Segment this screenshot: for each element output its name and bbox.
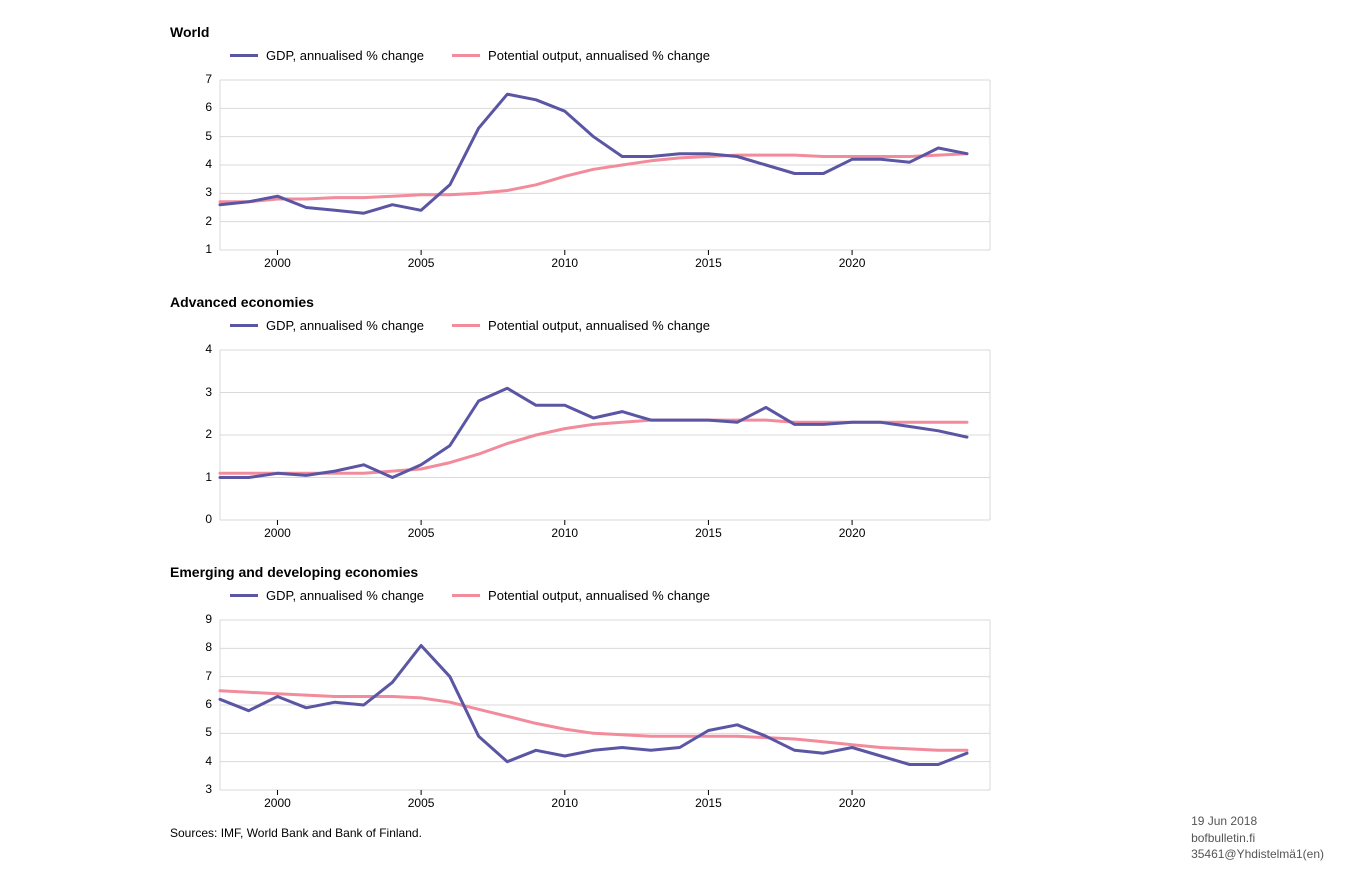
ytick-label: 6 [182, 697, 212, 711]
legend-item-potential: Potential output, annualised % change [452, 48, 710, 63]
legend-label-potential: Potential output, annualised % change [488, 588, 710, 603]
xtick-label: 2000 [257, 796, 297, 810]
xtick-label: 2000 [257, 256, 297, 270]
xtick-label: 2015 [688, 526, 728, 540]
ytick-label: 3 [182, 782, 212, 796]
footer-ref: 35461@Yhdistelmä1(en) [1191, 846, 1324, 862]
xtick-label: 2020 [832, 796, 872, 810]
xtick-label: 2005 [401, 526, 441, 540]
legend-swatch-gdp [230, 594, 258, 597]
legend-swatch-potential [452, 594, 480, 597]
legend-label-potential: Potential output, annualised % change [488, 318, 710, 333]
legend-item-gdp: GDP, annualised % change [230, 48, 424, 63]
legend: GDP, annualised % change Potential output… [230, 48, 710, 63]
ytick-label: 7 [182, 669, 212, 683]
xtick-label: 2015 [688, 256, 728, 270]
ytick-label: 7 [182, 72, 212, 86]
ytick-label: 1 [182, 242, 212, 256]
series-potential [220, 154, 967, 202]
legend-swatch-gdp [230, 324, 258, 327]
ytick-label: 9 [182, 612, 212, 626]
footer: 19 Jun 2018bofbulletin.fi35461@Yhdistelm… [1191, 813, 1324, 862]
ytick-label: 2 [182, 214, 212, 228]
series-gdp [220, 646, 967, 765]
ytick-label: 3 [182, 385, 212, 399]
legend-item-gdp: GDP, annualised % change [230, 588, 424, 603]
ytick-label: 8 [182, 640, 212, 654]
xtick-label: 2010 [545, 526, 585, 540]
legend-label-gdp: GDP, annualised % change [266, 588, 424, 603]
legend-item-gdp: GDP, annualised % change [230, 318, 424, 333]
legend-swatch-gdp [230, 54, 258, 57]
panel-title: Emerging and developing economies [170, 564, 418, 580]
ytick-label: 2 [182, 427, 212, 441]
panel-title: World [170, 24, 209, 40]
ytick-label: 5 [182, 725, 212, 739]
ytick-label: 3 [182, 185, 212, 199]
xtick-label: 2010 [545, 796, 585, 810]
footer-site: bofbulletin.fi [1191, 830, 1324, 846]
source-line: Sources: IMF, World Bank and Bank of Fin… [170, 826, 422, 840]
xtick-label: 2010 [545, 256, 585, 270]
legend-label-potential: Potential output, annualised % change [488, 48, 710, 63]
xtick-label: 2005 [401, 256, 441, 270]
ytick-label: 6 [182, 100, 212, 114]
series-gdp [220, 388, 967, 477]
ytick-label: 4 [182, 157, 212, 171]
legend: GDP, annualised % change Potential output… [230, 588, 710, 603]
legend: GDP, annualised % change Potential output… [230, 318, 710, 333]
legend-swatch-potential [452, 324, 480, 327]
legend-label-gdp: GDP, annualised % change [266, 318, 424, 333]
panel-title: Advanced economies [170, 294, 314, 310]
ytick-label: 4 [182, 754, 212, 768]
series-potential [220, 420, 967, 473]
ytick-label: 5 [182, 129, 212, 143]
xtick-label: 2015 [688, 796, 728, 810]
legend-item-potential: Potential output, annualised % change [452, 318, 710, 333]
xtick-label: 2020 [832, 256, 872, 270]
ytick-label: 1 [182, 470, 212, 484]
xtick-label: 2020 [832, 526, 872, 540]
xtick-label: 2000 [257, 526, 297, 540]
series-gdp [220, 94, 967, 213]
legend-swatch-potential [452, 54, 480, 57]
series-potential [220, 691, 967, 751]
xtick-label: 2005 [401, 796, 441, 810]
footer-date: 19 Jun 2018 [1191, 813, 1324, 829]
legend-label-gdp: GDP, annualised % change [266, 48, 424, 63]
ytick-label: 0 [182, 512, 212, 526]
legend-item-potential: Potential output, annualised % change [452, 588, 710, 603]
ytick-label: 4 [182, 342, 212, 356]
